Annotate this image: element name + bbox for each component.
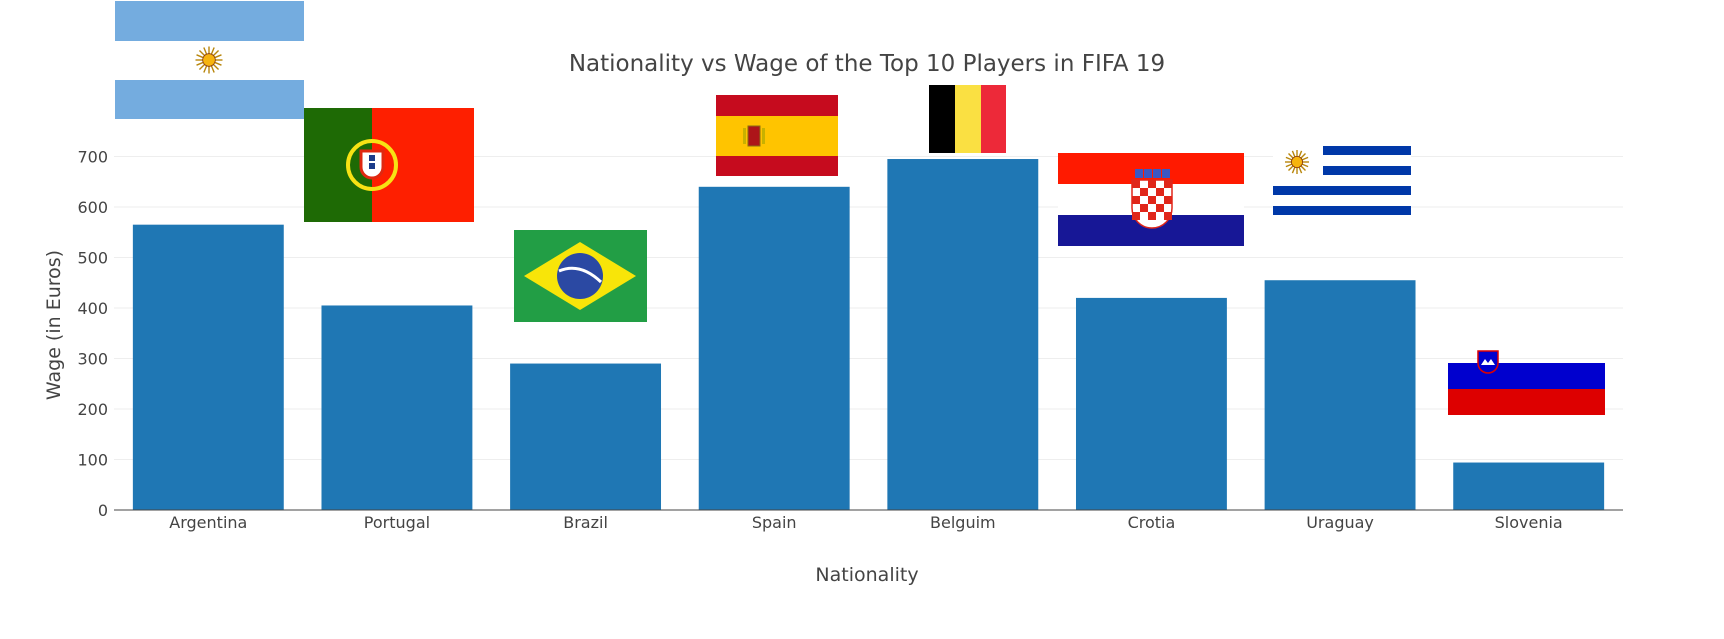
portugal-flag: [304, 108, 474, 222]
x-tick-label: Argentina: [169, 513, 247, 532]
y-tick-label: 300: [77, 350, 108, 369]
y-tick-label: 0: [98, 501, 108, 520]
bar: [1075, 297, 1227, 510]
y-tick-labels: 0 100 200 300 400 500 600 700: [77, 148, 108, 521]
y-axis-title: Wage (in Euros): [43, 250, 65, 400]
x-tick-label: Slovenia: [1495, 513, 1563, 532]
bar: [1453, 462, 1605, 510]
y-tick-label: 500: [77, 249, 108, 268]
bar: [132, 224, 284, 511]
slovenia-flag: [1448, 350, 1605, 415]
y-tick-label: 200: [77, 400, 108, 419]
brazil-flag: [514, 230, 647, 322]
bar: [698, 186, 850, 511]
y-tick-label: 100: [77, 451, 108, 470]
bar: [510, 363, 662, 510]
bar: [1264, 280, 1416, 510]
y-tick-label: 700: [77, 148, 108, 167]
bar: [887, 159, 1039, 510]
argentina-flag: [115, 1, 304, 119]
flag-images: [115, 1, 1605, 415]
x-tick-label: Crotia: [1128, 513, 1176, 532]
x-tick-label: Uraguay: [1306, 513, 1374, 532]
y-tick-label: 600: [77, 198, 108, 217]
x-tick-label: Brazil: [563, 513, 608, 532]
x-tick-label: Portugal: [364, 513, 430, 532]
x-axis-title: Nationality: [815, 564, 918, 586]
x-tick-labels: Argentina Portugal Brazil Spain Belguim Croti…: [169, 513, 1562, 532]
belgium-flag: [929, 85, 1006, 153]
croatia-flag: [1058, 153, 1244, 246]
uruguay-flag: [1273, 146, 1411, 219]
x-tick-label: Spain: [752, 513, 797, 532]
chart-title: Nationality vs Wage of the Top 10 Player…: [569, 51, 1165, 77]
x-tick-label: Belguim: [930, 513, 996, 532]
spain-flag: [716, 95, 838, 176]
bar: [321, 305, 473, 510]
bars: [132, 159, 1605, 511]
y-tick-label: 400: [77, 299, 108, 318]
